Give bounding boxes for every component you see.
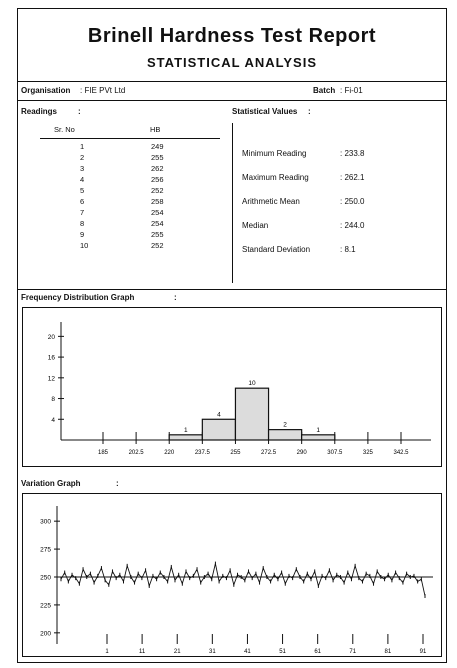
statistics-separator — [232, 123, 233, 283]
reading-sr: 5 — [80, 186, 85, 195]
freq-bar — [168, 434, 203, 441]
freq-bar-label: 4 — [217, 411, 221, 418]
var-x-tick-label: 21 — [174, 649, 181, 655]
freq-bar — [234, 387, 270, 441]
statistic-label: Maximum Reading — [242, 173, 309, 182]
batch-value: : Fi-01 — [340, 86, 363, 95]
var-x-tick-label: 61 — [314, 649, 321, 655]
reading-sr: 4 — [80, 175, 85, 184]
readings-col-sr: Sr. No — [54, 125, 75, 134]
reading-value: 249 — [151, 142, 164, 151]
var-x-tick-label: 1 — [105, 649, 109, 655]
var-graph-colon: : — [116, 479, 119, 488]
divider — [18, 81, 446, 82]
reading-value: 255 — [151, 153, 164, 162]
statistic-value: : 262.1 — [340, 173, 365, 182]
var-y-tick-label: 200 — [40, 630, 51, 637]
readings-col-val: HB — [150, 125, 161, 134]
var-y-tick-label: 225 — [40, 602, 51, 609]
var-y-tick-label: 250 — [40, 575, 51, 582]
var-series-line — [60, 563, 426, 597]
reading-value: 255 — [151, 230, 164, 239]
statistic-label: Arithmetic Mean — [242, 197, 300, 206]
statistic-label: Minimum Reading — [242, 149, 307, 158]
var-graph-heading: Variation Graph — [21, 479, 81, 488]
readings-heading: Readings — [21, 107, 58, 116]
freq-graph-frame: 20 16 12 8 4 185 202.5 220 237.5 255 272.5 290 307.5… — [22, 307, 442, 467]
reading-value: 254 — [151, 208, 164, 217]
freq-graph-colon: : — [174, 293, 177, 302]
readings-colon: : — [78, 107, 81, 116]
reading-value: 258 — [151, 197, 164, 206]
freq-y-tick-label: 12 — [48, 375, 56, 382]
statistic-value: : 244.0 — [340, 221, 365, 230]
freq-bar — [267, 429, 303, 441]
freq-y-tick-label: 8 — [51, 396, 55, 403]
statistic-value: : 8.1 — [340, 245, 356, 254]
var-x-tick-label: 31 — [209, 649, 216, 655]
divider — [18, 289, 446, 290]
divider — [18, 100, 446, 101]
freq-bar — [301, 434, 336, 441]
reading-value: 254 — [151, 219, 164, 228]
var-y-tick-label: 300 — [40, 519, 51, 526]
statistic-value: : 233.8 — [340, 149, 365, 158]
reading-sr: 3 — [80, 164, 85, 173]
freq-y-tick-label: 16 — [48, 355, 56, 362]
var-x-tick-label: 11 — [139, 649, 146, 655]
report-subtitle: STATISTICAL ANALYSIS — [147, 55, 317, 70]
reading-value: 256 — [151, 175, 164, 184]
var-y-tick-label: 275 — [40, 547, 51, 554]
var-x-tick-label: 71 — [349, 649, 356, 655]
reading-sr: 7 — [80, 208, 85, 217]
freq-x-tick-label: 272.5 — [261, 450, 277, 456]
statistics-colon: : — [308, 107, 311, 116]
freq-x-tick-label: 325 — [363, 450, 374, 456]
freq-x-tick-label: 220 — [164, 450, 175, 456]
var-x-tick-label: 91 — [420, 649, 427, 655]
var-graph-frame: 300 275 250 225 200 1 11 21 31 41 51 61 71 81 91 — [22, 493, 442, 657]
reading-sr: 6 — [80, 197, 85, 206]
freq-x-tick-label: 255 — [230, 450, 241, 456]
report-title: Brinell Hardness Test Report — [87, 25, 377, 47]
freq-y-tick-label: 4 — [51, 417, 55, 424]
reading-sr: 9 — [80, 230, 85, 239]
statistics-heading: Statistical Values — [232, 107, 298, 116]
reading-sr: 2 — [80, 153, 85, 162]
freq-bar — [201, 418, 237, 441]
reading-sr: 10 — [80, 241, 89, 250]
freq-graph-heading: Frequency Distribution Graph — [21, 293, 135, 302]
report-page: Brinell Hardness Test Report STATISTICAL… — [17, 8, 447, 663]
freq-bar-label: 10 — [248, 380, 256, 387]
freq-bar-label: 1 — [184, 427, 188, 434]
statistic-label: Median — [242, 221, 269, 230]
freq-x-tick-label: 290 — [297, 450, 308, 456]
freq-x-tick-label: 342.5 — [393, 450, 409, 456]
var-x-tick-label: 51 — [279, 649, 286, 655]
freq-y-tick-label: 20 — [48, 334, 56, 341]
reading-sr: 8 — [80, 219, 85, 228]
organization-value: : FIE PVt Ltd — [80, 86, 126, 95]
reading-sr: 1 — [80, 142, 85, 151]
freq-x-tick-label: 202.5 — [129, 450, 145, 456]
organization-label: Organisation — [21, 86, 71, 95]
freq-x-tick-label: 185 — [98, 450, 109, 456]
reading-value: 262 — [151, 164, 164, 173]
statistic-label: Standard Deviation — [242, 245, 311, 254]
var-x-tick-label: 81 — [385, 649, 392, 655]
freq-x-tick-label: 307.5 — [327, 450, 343, 456]
freq-bar-label: 2 — [283, 422, 287, 429]
batch-label: Batch — [313, 86, 336, 95]
freq-x-tick-label: 237.5 — [195, 450, 211, 456]
readings-header-line — [40, 138, 220, 139]
var-x-tick-label: 41 — [244, 649, 251, 655]
reading-value: 252 — [151, 241, 164, 250]
reading-value: 252 — [151, 186, 164, 195]
statistic-value: : 250.0 — [340, 197, 365, 206]
freq-bar-label: 1 — [316, 427, 320, 434]
